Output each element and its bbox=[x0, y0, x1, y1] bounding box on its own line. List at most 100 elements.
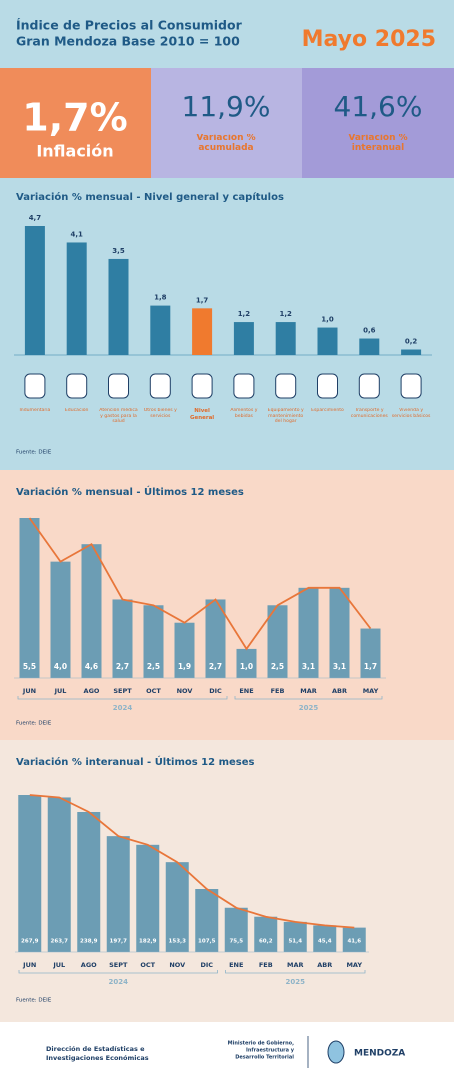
group-bracket bbox=[225, 970, 366, 974]
value-label: 4,0 bbox=[54, 662, 67, 671]
bar bbox=[77, 811, 101, 952]
x-tick-label: FEB bbox=[259, 961, 273, 969]
value-label: 1,2 bbox=[279, 310, 292, 318]
source: Fuente: DEIE bbox=[16, 450, 52, 456]
group-bracket bbox=[17, 696, 228, 700]
value-label: 1,7 bbox=[196, 296, 209, 304]
x-tick-label: ABR bbox=[317, 961, 332, 969]
icon bbox=[108, 373, 129, 399]
source: Fuente: DEIE bbox=[16, 998, 52, 1004]
trend-line bbox=[28, 517, 372, 651]
value-label: 75,5 bbox=[229, 939, 243, 945]
group-label: 2025 bbox=[299, 704, 319, 712]
category-box: Esparcimiento bbox=[311, 408, 344, 413]
value-label: 2,5 bbox=[271, 662, 284, 671]
kpi-label: Inflación bbox=[36, 142, 113, 161]
bar bbox=[112, 599, 133, 678]
period: Mayo 2025 bbox=[302, 27, 436, 52]
emblem bbox=[327, 1040, 345, 1064]
x-tick-label: MAR bbox=[287, 961, 304, 969]
value-label: 5,5 bbox=[23, 662, 36, 671]
value-label: 182,9 bbox=[139, 939, 157, 945]
x-tick-label: DIC bbox=[200, 961, 213, 969]
value-label: 4,6 bbox=[85, 662, 98, 671]
bar bbox=[233, 322, 254, 355]
x-tick-label: SEPT bbox=[113, 687, 132, 695]
x-tick-label: JUN bbox=[22, 961, 36, 969]
value-label: 3,1 bbox=[333, 662, 346, 671]
x-tick-label: AGO bbox=[81, 961, 97, 969]
x-tick-label: ENE bbox=[239, 687, 253, 695]
value-label: 3,1 bbox=[302, 662, 315, 671]
kpi-value: 41,6% bbox=[334, 90, 423, 123]
bar bbox=[342, 927, 366, 952]
bar bbox=[174, 622, 195, 678]
value-label: 267,9 bbox=[21, 939, 39, 945]
category-box: Nivel General bbox=[189, 408, 215, 421]
kpi-label: Variación % acumulada bbox=[196, 134, 256, 153]
category-label: Equipamiento y mantenimiento del hogar bbox=[267, 408, 304, 425]
bar bbox=[143, 605, 164, 678]
icon bbox=[317, 373, 338, 399]
source: Fuente: DEIE bbox=[16, 721, 52, 727]
x-tick-label: ENE bbox=[229, 961, 243, 969]
x-tick-label: NOV bbox=[177, 687, 193, 695]
group-label: 2025 bbox=[286, 978, 306, 986]
kpi-bg bbox=[0, 68, 151, 178]
value-label: 2,7 bbox=[116, 662, 129, 671]
value-label: 238,9 bbox=[80, 939, 98, 945]
group-label: 2024 bbox=[113, 704, 133, 712]
value-label: 0,6 bbox=[363, 327, 376, 335]
bar bbox=[66, 242, 87, 355]
category-box: Equipamiento y mantenimiento del hogar bbox=[267, 408, 304, 425]
bar bbox=[205, 599, 226, 678]
category-box: Educación bbox=[65, 408, 89, 413]
icon bbox=[275, 373, 297, 399]
bar bbox=[275, 322, 296, 355]
category-label: Vivienda y servicios básicos bbox=[391, 408, 431, 419]
category-box: Otros bienes y servicios bbox=[144, 408, 177, 419]
category-box: Alimentos y bebidas bbox=[230, 408, 258, 419]
icon bbox=[358, 373, 380, 399]
category-box: Atención médica y gastos para la salud bbox=[99, 408, 138, 425]
x-tick-label: JUL bbox=[54, 687, 67, 695]
category-label: Esparcimiento bbox=[311, 408, 344, 413]
bar bbox=[298, 587, 319, 678]
category-label: Alimentos y bebidas bbox=[230, 408, 258, 419]
footer-text: Infraestructura y bbox=[246, 1048, 295, 1054]
bar bbox=[267, 605, 288, 678]
category-label: Transporte y comunicaciones bbox=[350, 408, 388, 419]
bar bbox=[329, 587, 350, 678]
title: Índice de Precios al Consumidor bbox=[16, 18, 243, 33]
chart-title: Variación % interanual - Últimos 12 mese… bbox=[16, 755, 255, 768]
kpi-bg bbox=[151, 68, 302, 178]
category-label: Atención médica y gastos para la salud bbox=[99, 408, 138, 425]
x-tick-label: MAR bbox=[300, 687, 317, 695]
bar bbox=[108, 258, 129, 355]
value-label: 1,0 bbox=[240, 662, 253, 671]
bar bbox=[106, 836, 130, 952]
icon bbox=[191, 373, 213, 399]
value-label: 3,5 bbox=[112, 247, 125, 255]
value-label: 4,1 bbox=[70, 230, 83, 238]
category-label: Nivel General bbox=[189, 408, 215, 421]
bar bbox=[18, 795, 42, 952]
icon bbox=[233, 373, 255, 399]
value-label: 197,7 bbox=[110, 939, 128, 945]
value-label: 2,5 bbox=[147, 662, 160, 671]
section-bg bbox=[0, 740, 454, 1022]
header-bg bbox=[0, 0, 454, 68]
x-tick-label: MAY bbox=[363, 687, 379, 695]
kpi-label: Variación % interanual bbox=[348, 134, 408, 153]
bar bbox=[24, 226, 45, 355]
bar bbox=[81, 544, 102, 678]
kpi-bg bbox=[302, 68, 454, 178]
value-label: 45,4 bbox=[318, 939, 332, 945]
bar bbox=[317, 327, 338, 355]
bar bbox=[195, 889, 219, 952]
bar bbox=[359, 338, 380, 355]
chart-title: Variación % mensual - Nivel general y ca… bbox=[16, 191, 284, 203]
kpi-value: 11,9% bbox=[182, 90, 271, 123]
bar bbox=[50, 561, 71, 678]
